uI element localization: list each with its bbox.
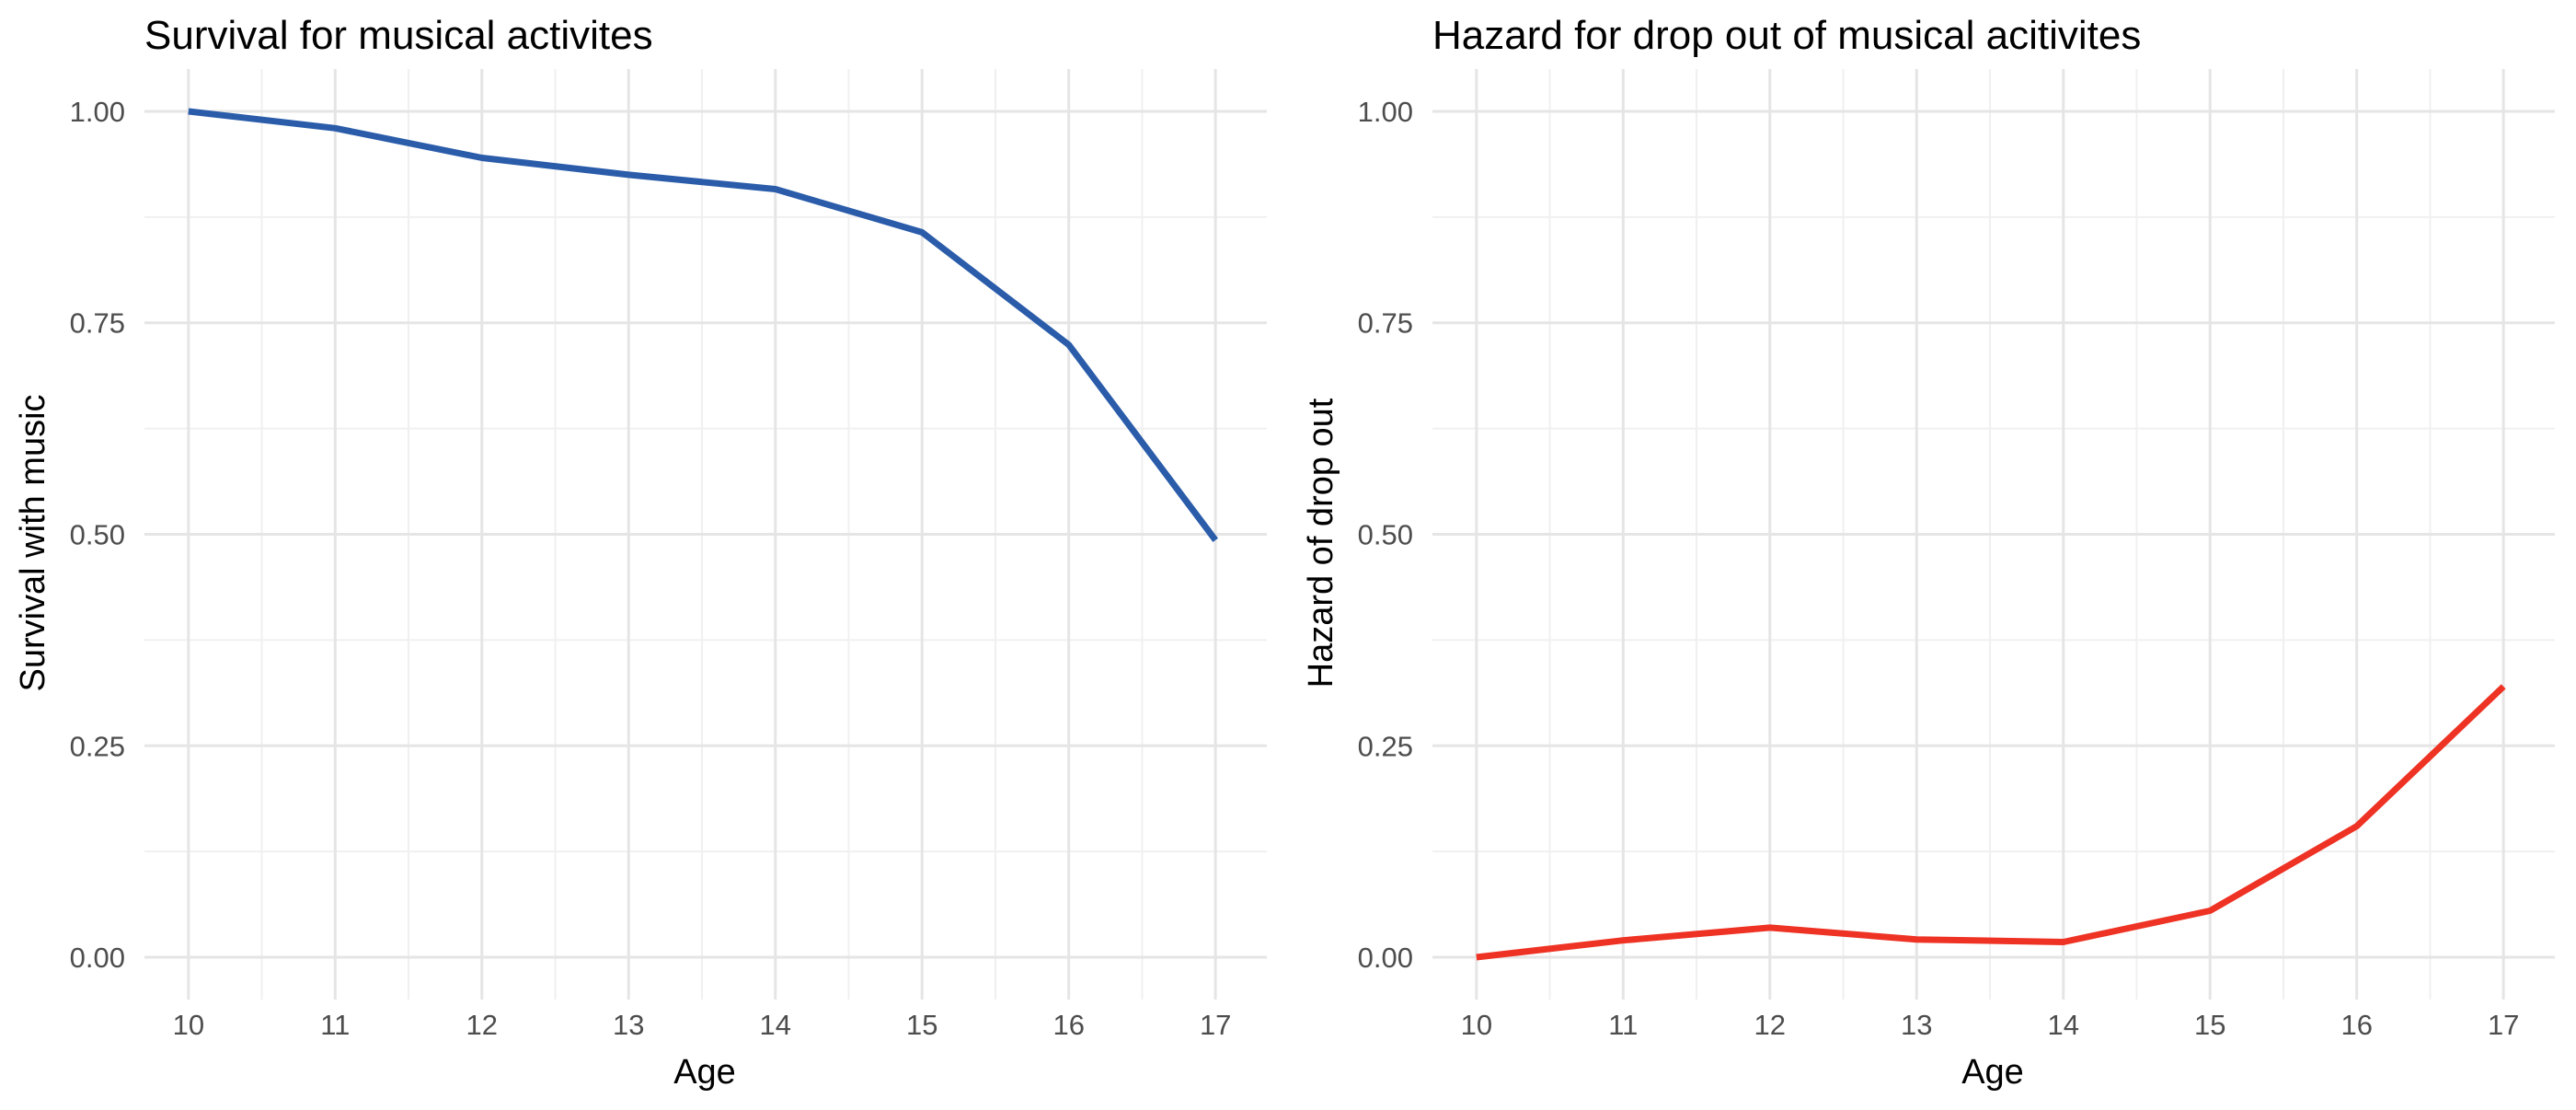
chart-title: Hazard for drop out of musical acitivite… [1432, 13, 2141, 58]
data-lines [188, 108, 1218, 543]
series-line-0 [188, 108, 1218, 543]
x-axis-title: Age [1961, 1053, 2024, 1092]
grid [144, 69, 1267, 1000]
x-tick-label: 17 [1200, 1009, 1231, 1041]
y-tick-label: 0.25 [70, 730, 125, 762]
y-tick-label: 0.75 [1358, 307, 1413, 340]
y-tick-label: 0.50 [1358, 519, 1413, 551]
y-axis-title: Hazard of drop out [1302, 398, 1340, 688]
x-tick-label: 14 [760, 1009, 791, 1041]
y-axis-title: Survival with music [14, 394, 52, 691]
y-tick-label: 0.75 [70, 307, 125, 340]
grid [1432, 69, 2555, 1000]
x-tick-labels: 10 11 12 13 14 15 16 17 [173, 1009, 1232, 1041]
x-tick-label: 12 [466, 1009, 498, 1041]
x-tick-label: 14 [2048, 1009, 2079, 1041]
data-lines [1476, 684, 2506, 961]
hazard-chart: Hazard for drop out of musical acitivite… [1302, 13, 2555, 1092]
x-tick-label: 11 [320, 1009, 350, 1041]
chart-title: Survival for musical activites [144, 13, 653, 58]
y-tick-labels: 0.00 0.25 0.50 0.75 1.00 [70, 96, 125, 974]
series-line-0 [1476, 684, 2506, 961]
x-tick-label: 17 [2488, 1009, 2519, 1041]
x-tick-label: 11 [1608, 1009, 1638, 1041]
x-tick-label: 10 [1461, 1009, 1492, 1041]
x-tick-label: 13 [613, 1009, 644, 1041]
survival-chart: Survival for musical activites Survival … [14, 13, 1267, 1092]
y-tick-labels: 0.00 0.25 0.50 0.75 1.00 [1358, 96, 1413, 974]
y-tick-label: 0.00 [70, 942, 125, 974]
x-tick-label: 12 [1754, 1009, 1786, 1041]
x-tick-label: 16 [1052, 1009, 1084, 1041]
x-tick-label: 15 [2194, 1009, 2225, 1041]
x-tick-labels: 10 11 12 13 14 15 16 17 [1461, 1009, 2520, 1041]
y-tick-label: 1.00 [1358, 96, 1413, 128]
y-tick-label: 0.25 [1358, 730, 1413, 762]
x-tick-label: 15 [906, 1009, 937, 1041]
survival-chart-panel: Survival for musical activites Survival … [14, 13, 1267, 1092]
x-tick-label: 16 [2340, 1009, 2372, 1041]
hazard-chart-panel: Hazard for drop out of musical acitivite… [1288, 0, 2576, 1110]
x-axis-title: Age [673, 1053, 736, 1092]
y-tick-label: 0.00 [1358, 942, 1413, 974]
x-tick-label: 10 [173, 1009, 204, 1041]
y-tick-label: 0.50 [70, 519, 125, 551]
y-tick-label: 1.00 [70, 96, 125, 128]
x-tick-label: 13 [1901, 1009, 1932, 1041]
